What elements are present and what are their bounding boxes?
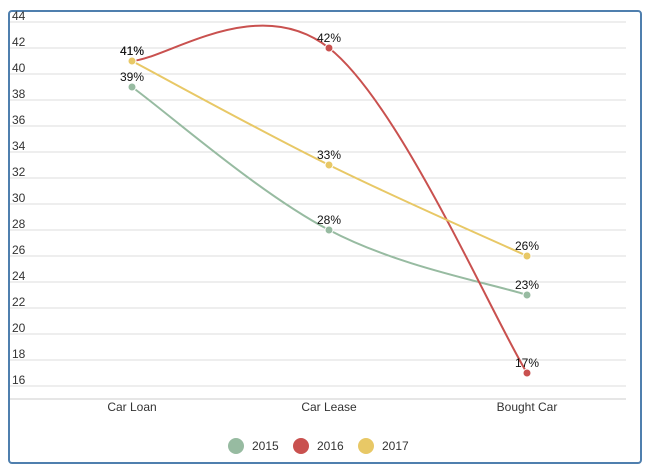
- x-tick-label: Car Loan: [107, 400, 156, 414]
- legend-marker-2017[interactable]: [358, 438, 374, 454]
- x-tick-label: Bought Car: [497, 400, 558, 414]
- data-point-2017[interactable]: [127, 56, 137, 66]
- data-label-2017: 33%: [317, 148, 341, 162]
- data-point-2017[interactable]: [522, 251, 532, 261]
- y-tick-label: 42: [12, 35, 26, 49]
- legend-label-2015[interactable]: 2015: [252, 439, 279, 453]
- data-point-2015[interactable]: [127, 82, 137, 92]
- y-tick-label: 34: [12, 139, 26, 153]
- y-tick-label: 18: [12, 347, 26, 361]
- y-tick-label: 36: [12, 113, 26, 127]
- y-tick-label: 24: [12, 269, 26, 283]
- data-label-2015: 28%: [317, 213, 341, 227]
- legend-label-2016[interactable]: 2016: [317, 439, 344, 453]
- data-label-2017: 26%: [515, 239, 539, 253]
- y-tick-label: 28: [12, 217, 26, 231]
- legend-label-2017[interactable]: 2017: [382, 439, 409, 453]
- data-point-2015[interactable]: [522, 290, 532, 300]
- series-line-2015: [131, 86, 528, 296]
- data-point-2016[interactable]: [522, 368, 532, 378]
- data-point-2015[interactable]: [324, 225, 334, 235]
- data-label-2016: 42%: [317, 31, 341, 45]
- data-label-2015: 39%: [120, 70, 144, 84]
- chart-frame: [8, 10, 642, 464]
- y-tick-label: 32: [12, 165, 26, 179]
- y-tick-label: 22: [12, 295, 26, 309]
- x-tick-label: Car Lease: [301, 400, 357, 414]
- data-point-2016[interactable]: [324, 43, 334, 53]
- data-label-2015: 23%: [515, 278, 539, 292]
- data-label-2016: 41%: [120, 44, 144, 58]
- data-point-2017[interactable]: [324, 160, 334, 170]
- y-tick-label: 20: [12, 321, 26, 335]
- legend-marker-2015[interactable]: [228, 438, 244, 454]
- y-tick-label: 30: [12, 191, 26, 205]
- data-label-2016: 17%: [515, 356, 539, 370]
- y-tick-label: 16: [12, 373, 26, 387]
- data-label-2017: 41%: [120, 44, 144, 58]
- y-tick-label: 26: [12, 243, 26, 257]
- y-tick-label: 40: [12, 61, 26, 75]
- series-line-2016: [131, 24, 528, 374]
- legend-marker-2016[interactable]: [293, 438, 309, 454]
- y-tick-label: 38: [12, 87, 26, 101]
- y-tick-label: 44: [12, 9, 26, 23]
